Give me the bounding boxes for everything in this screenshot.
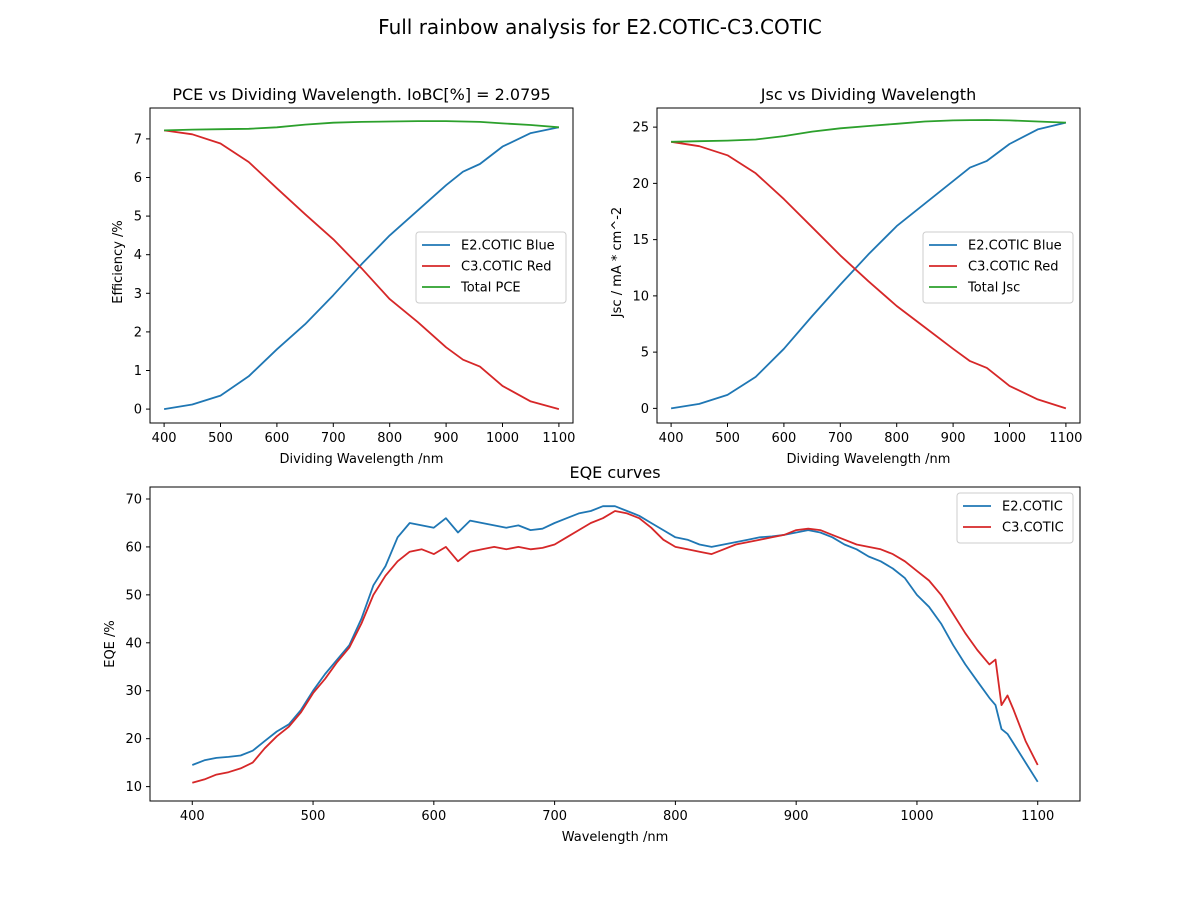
eqe-x-tick-label: 400 — [180, 809, 205, 824]
jsc-legend — [922, 231, 1074, 304]
pce-y-tick-label: 3 — [134, 287, 142, 302]
eqe-x-tick-label: 1100 — [1021, 809, 1054, 824]
pce-x-tick-label: 1000 — [486, 431, 519, 446]
eqe-x-axis-label: Wavelength /nm — [562, 830, 669, 845]
jsc-x-tick-label: 800 — [884, 431, 909, 446]
jsc-x-axis-label: Dividing Wavelength /nm — [787, 452, 951, 467]
pce-y-axis-label: Efficiency /% — [111, 220, 126, 303]
pce-x-tick-label: 400 — [152, 431, 177, 446]
eqe-y-tick-label: 40 — [125, 636, 142, 651]
eqe-y-tick-label: 50 — [125, 588, 142, 603]
eqe-x-tick-label: 500 — [301, 809, 326, 824]
jsc-legend-label-1: C3.COTIC Red — [968, 260, 1058, 275]
jsc-y-tick-label: 5 — [641, 346, 649, 361]
pce-x-tick-label: 900 — [434, 431, 459, 446]
jsc-x-tick-label: 400 — [659, 431, 684, 446]
jsc-x-tick-label: 900 — [941, 431, 966, 446]
eqe-chart: EQE curves Wavelength /nm EQE /% 400 500 6… — [103, 463, 1081, 845]
pce-legend-label-1: C3.COTIC Red — [461, 260, 551, 275]
jsc-chart: Jsc vs Dividing Wavelength Dividing Wave… — [610, 85, 1082, 467]
pce-x-tick-label: 600 — [264, 431, 289, 446]
eqe-x-tick-label: 800 — [663, 809, 688, 824]
eqe-series-line-1 — [192, 510, 1039, 784]
jsc-x-tick-label: 600 — [771, 431, 796, 446]
jsc-y-tick-label: 10 — [632, 289, 649, 304]
jsc-y-tick-label: 25 — [632, 121, 649, 136]
eqe-y-tick-label: 10 — [125, 780, 142, 795]
pce-y-tick-label: 6 — [134, 171, 142, 186]
jsc-chart-title: Jsc vs Dividing Wavelength — [760, 85, 976, 104]
jsc-y-tick-label: 20 — [632, 177, 649, 192]
eqe-x-tick-label: 1000 — [900, 809, 933, 824]
eqe-y-tick-label: 70 — [125, 492, 142, 507]
eqe-legend-label-0: E2.COTIC — [1002, 500, 1063, 515]
pce-x-tick-label: 500 — [208, 431, 233, 446]
jsc-x-tick-label: 1100 — [1049, 431, 1082, 446]
pce-x-tick-label: 700 — [321, 431, 346, 446]
jsc-x-tick-label: 700 — [828, 431, 853, 446]
eqe-y-axis-label: EQE /% — [103, 620, 118, 668]
eqe-y-tick-label: 30 — [125, 684, 142, 699]
figure-title: Full rainbow analysis for E2.COTIC-C3.CO… — [378, 15, 822, 39]
pce-chart-title: PCE vs Dividing Wavelength. IoBC[%] = 2.… — [172, 85, 550, 104]
jsc-series-line-2 — [671, 119, 1066, 143]
pce-x-tick-label: 800 — [377, 431, 402, 446]
jsc-x-tick-label: 500 — [715, 431, 740, 446]
jsc-x-tick-label: 1000 — [993, 431, 1026, 446]
pce-legend-label-0: E2.COTIC Blue — [461, 239, 555, 254]
jsc-series-line-0 — [670, 121, 1067, 410]
pce-y-tick-label: 1 — [134, 364, 142, 379]
eqe-x-tick-label: 700 — [542, 809, 567, 824]
pce-y-tick-label: 7 — [134, 132, 142, 147]
eqe-series-line-0 — [191, 505, 1039, 783]
pce-series-line-2 — [164, 120, 559, 132]
jsc-y-axis-label: Jsc / mA * cm^-2 — [610, 207, 625, 318]
jsc-series-line-1 — [670, 140, 1067, 410]
jsc-plot-frame — [656, 107, 1081, 424]
eqe-plot-frame — [149, 486, 1081, 802]
pce-x-tick-label: 1100 — [542, 431, 575, 446]
pce-plot-frame — [149, 107, 574, 424]
eqe-chart-title: EQE curves — [569, 463, 660, 482]
pce-y-tick-label: 4 — [134, 248, 142, 263]
eqe-y-tick-label: 20 — [125, 732, 142, 747]
jsc-legend-label-2: Total Jsc — [967, 281, 1020, 296]
pce-legend — [415, 231, 567, 304]
pce-y-tick-label: 5 — [134, 210, 142, 225]
jsc-y-tick-label: 15 — [632, 233, 649, 248]
pce-x-axis-label: Dividing Wavelength /nm — [280, 452, 444, 467]
eqe-x-tick-label: 900 — [784, 809, 809, 824]
jsc-legend-label-0: E2.COTIC Blue — [968, 239, 1062, 254]
jsc-y-tick-label: 0 — [641, 402, 649, 417]
pce-legend-label-2: Total PCE — [460, 281, 521, 296]
pce-series-line-1 — [163, 129, 560, 410]
pce-y-tick-label: 0 — [134, 403, 142, 418]
eqe-x-tick-label: 600 — [421, 809, 446, 824]
pce-series-line-0 — [163, 126, 560, 410]
eqe-y-tick-label: 60 — [125, 540, 142, 555]
pce-y-tick-label: 2 — [134, 325, 142, 340]
eqe-legend-label-1: C3.COTIC — [1002, 521, 1064, 536]
pce-chart: PCE vs Dividing Wavelength. IoBC[%] = 2.… — [111, 85, 575, 467]
